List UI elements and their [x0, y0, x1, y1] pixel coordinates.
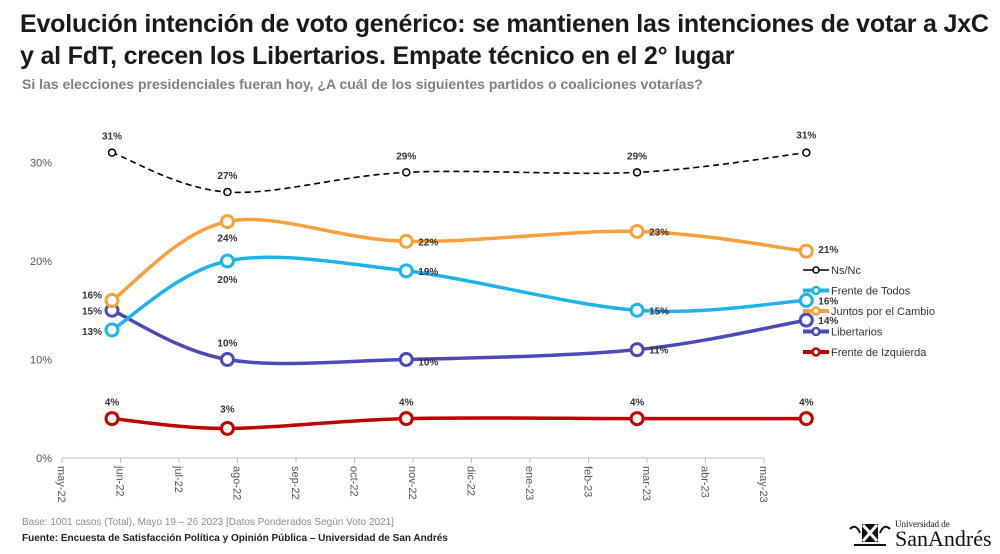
data-label-juntos-por-el-cambio: 21% — [818, 245, 838, 256]
data-point-ns-nc — [802, 148, 811, 157]
data-label-frente-de-izquierda: 4% — [799, 398, 814, 409]
legend-marker-ns-nc — [812, 266, 820, 274]
data-point-ns-nc — [402, 168, 411, 177]
page-title: Evolución intención de voto genérico: se… — [20, 10, 989, 70]
data-label-frente-de-todos: 16% — [818, 296, 838, 307]
data-point-libertarios — [629, 342, 645, 358]
data-point-ns-nc — [223, 187, 232, 197]
legend-label-libertarios: Libertarios — [831, 327, 883, 339]
logo-line2: SanAndrés — [895, 526, 992, 551]
data-point-libertarios — [798, 312, 814, 328]
data-label-juntos-por-el-cambio: 24% — [217, 234, 237, 245]
data-point-juntos-por-el-cambio — [798, 243, 814, 259]
legend-label-frente-de-izquierda: Frente de Izquierda — [831, 347, 927, 359]
x-tick-label: dic-22 — [465, 466, 477, 496]
university-logo: Universidad de SanAndrés — [848, 519, 992, 551]
data-point-frente-de-todos — [104, 322, 120, 338]
legend-label-frente-de-todos: Frente de Todos — [831, 286, 911, 298]
data-label-frente-de-izquierda: 4% — [105, 398, 120, 409]
data-point-frente-de-izquierda — [629, 411, 645, 427]
data-point-frente-de-izquierda — [219, 420, 235, 436]
x-tick-label: oct-22 — [348, 466, 360, 497]
chart-subtitle: Si las elecciones presidenciales fueran … — [22, 76, 703, 92]
data-point-ns-nc — [107, 148, 117, 157]
data-label-frente-de-todos: 13% — [82, 327, 102, 338]
series-line-libertarios — [111, 308, 807, 366]
data-point-ns-nc — [632, 168, 642, 177]
data-label-libertarios: 11% — [649, 346, 669, 357]
data-label-libertarios: 14% — [818, 316, 838, 327]
crest-icon — [849, 523, 891, 546]
data-point-juntos-por-el-cambio — [219, 214, 235, 230]
legend-marker-frente-de-todos — [811, 285, 821, 296]
data-label-frente-de-izquierda: 3% — [220, 404, 235, 415]
data-label-frente-de-izquierda: 4% — [399, 398, 414, 409]
x-tick-label: jul-22 — [172, 465, 184, 493]
x-tick-label: nov-22 — [406, 466, 418, 500]
data-point-frente-de-todos — [798, 292, 814, 308]
base-note: Base: 1001 casos (Total), Mayo 19 – 26 2… — [22, 517, 394, 528]
series-line-ns-nc — [111, 151, 807, 194]
data-label-ns-nc: 31% — [796, 131, 816, 142]
y-tick-label: 10% — [30, 355, 52, 367]
x-tick-label: mar-23 — [640, 466, 652, 501]
data-point-frente-de-todos — [219, 253, 235, 269]
legend-label-ns-nc: Ns/Nc — [831, 265, 861, 277]
x-tick-label: sep-22 — [289, 466, 301, 500]
x-tick-label: feb-23 — [582, 466, 594, 497]
legend-label-juntos-por-el-cambio: Juntos por el Cambio — [831, 306, 935, 318]
series-line-frente-de-izquierda — [111, 416, 807, 431]
logo-line1: Universidad de — [895, 519, 950, 529]
legend-marker-juntos-por-el-cambio — [811, 306, 821, 316]
data-point-libertarios — [398, 352, 414, 367]
data-label-juntos-por-el-cambio: 16% — [82, 290, 102, 301]
data-point-juntos-por-el-cambio — [104, 292, 120, 308]
data-point-frente-de-izquierda — [104, 411, 120, 427]
data-point-juntos-por-el-cambio — [629, 223, 645, 239]
data-point-juntos-por-el-cambio — [398, 233, 414, 249]
data-label-libertarios: 10% — [217, 339, 237, 350]
x-tick-label: ene-23 — [523, 466, 535, 500]
data-label-frente-de-todos: 19% — [418, 267, 438, 278]
data-label-ns-nc: 29% — [396, 151, 416, 162]
x-tick-label: jun-22 — [114, 465, 126, 497]
series-line-frente-de-todos — [111, 255, 807, 332]
data-label-ns-nc: 31% — [102, 132, 122, 143]
data-label-libertarios: 10% — [418, 358, 438, 369]
data-label-ns-nc: 29% — [627, 151, 647, 162]
series-line-juntos-por-el-cambio — [111, 217, 807, 302]
data-point-libertarios — [219, 352, 235, 367]
data-label-juntos-por-el-cambio: 23% — [649, 227, 669, 238]
x-tick-label: ago-22 — [231, 466, 243, 500]
data-point-frente-de-izquierda — [398, 411, 414, 427]
data-label-frente-de-todos: 20% — [217, 275, 237, 286]
data-point-frente-de-todos — [629, 302, 645, 318]
data-label-ns-nc: 27% — [217, 171, 237, 182]
y-tick-label: 0% — [36, 453, 52, 465]
data-point-frente-de-izquierda — [798, 411, 814, 427]
x-tick-label: abr-23 — [699, 466, 711, 498]
legend-marker-libertarios — [811, 326, 821, 337]
x-tick-label: may-23 — [757, 466, 769, 503]
data-label-juntos-por-el-cambio: 22% — [418, 237, 438, 248]
data-label-frente-de-todos: 15% — [649, 306, 669, 317]
x-tick-label: may-22 — [55, 466, 67, 503]
data-label-frente-de-izquierda: 4% — [630, 398, 645, 409]
y-tick-label: 20% — [30, 256, 52, 268]
data-label-libertarios: 15% — [82, 306, 102, 317]
data-point-frente-de-todos — [398, 263, 414, 279]
y-tick-label: 30% — [30, 158, 52, 170]
legend-marker-frente-de-izquierda — [811, 347, 821, 357]
source-note: Fuente: Encuesta de Satisfacción Polític… — [22, 533, 448, 544]
